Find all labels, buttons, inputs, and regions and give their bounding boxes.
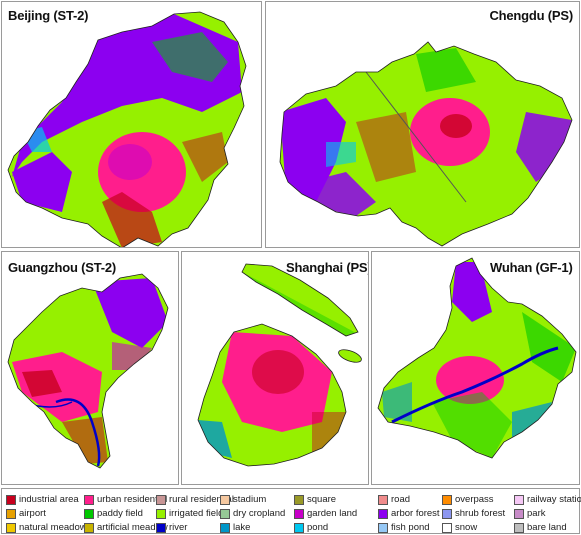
legend-label: road (391, 494, 411, 505)
legend-label: park (527, 508, 546, 519)
legend-label: irrigated field (169, 508, 224, 519)
legend-swatch (156, 494, 166, 505)
legend: industrial area urban residential rural re… (1, 488, 581, 535)
legend-label: pond (307, 522, 329, 533)
legend-swatch (294, 522, 304, 533)
panel-title: Guangzhou (ST-2) (8, 260, 117, 275)
panel-title: Chengdu (PS) (489, 8, 573, 23)
legend-swatch (378, 508, 388, 519)
legend-item: pond (294, 520, 328, 535)
legend-label: snow (455, 522, 478, 533)
legend-label: rural residential (169, 494, 234, 505)
legend-label: artificial meadow (97, 522, 168, 533)
map-shanghai (197, 263, 364, 467)
legend-item: shrub forest (442, 506, 505, 521)
legend-item: natural meadow (6, 520, 87, 535)
legend-swatch (442, 508, 452, 519)
legend-item: road (378, 492, 410, 507)
legend-label: dry cropland (233, 508, 286, 519)
legend-label: industrial area (19, 494, 79, 505)
legend-swatch (84, 494, 94, 505)
panel-chengdu: Chengdu (PS) (265, 1, 580, 248)
legend-swatch (6, 522, 16, 533)
legend-label: overpass (455, 494, 494, 505)
legend-item: industrial area (6, 492, 79, 507)
legend-label: square (307, 494, 337, 505)
map-chengdu (279, 41, 573, 247)
panel-guangzhou: Guangzhou (ST-2) (1, 251, 179, 485)
legend-swatch (514, 494, 524, 505)
legend-item: bare land (514, 520, 567, 535)
legend-item: overpass (442, 492, 494, 507)
legend-item: dry cropland (220, 506, 285, 521)
legend-item: urban residential (84, 492, 167, 507)
legend-item: stadium (220, 492, 266, 507)
legend-swatch (84, 508, 94, 519)
panel-wuhan: Wuhan (GF-1) (371, 251, 580, 485)
legend-swatch (6, 494, 16, 505)
legend-label: fish pond (391, 522, 430, 533)
legend-label: paddy field (97, 508, 143, 519)
legend-label: airport (19, 508, 46, 519)
legend-label: railway station (527, 494, 581, 505)
legend-label: garden land (307, 508, 358, 519)
legend-item: arbor forest (378, 506, 440, 521)
legend-swatch (514, 508, 524, 519)
legend-swatch (156, 508, 166, 519)
legend-item: irrigated field (156, 506, 223, 521)
legend-label: stadium (233, 494, 267, 505)
legend-swatch (6, 508, 16, 519)
legend-item: square (294, 492, 336, 507)
legend-item: airport (6, 506, 46, 521)
map-wuhan (377, 257, 577, 459)
legend-swatch (220, 508, 230, 519)
legend-item: snow (442, 520, 477, 535)
legend-item: artificial meadow (84, 520, 168, 535)
legend-item: lake (220, 520, 250, 535)
panel-beijing: Beijing (ST-2) (1, 1, 262, 248)
legend-label: arbor forest (391, 508, 440, 519)
legend-label: bare land (527, 522, 567, 533)
legend-label: natural meadow (19, 522, 87, 533)
map-guangzhou (7, 273, 169, 469)
legend-item: railway station (514, 492, 581, 507)
map-beijing (7, 11, 247, 247)
panel-shanghai: Shanghai (PS) (181, 251, 369, 485)
legend-item: garden land (294, 506, 357, 521)
legend-item: fish pond (378, 520, 430, 535)
legend-swatch (84, 522, 94, 533)
legend-swatch (220, 522, 230, 533)
legend-swatch (442, 494, 452, 505)
panel-title: Beijing (ST-2) (8, 8, 89, 23)
legend-label: shrub forest (455, 508, 506, 519)
legend-swatch (442, 522, 452, 533)
panel-title: Wuhan (GF-1) (490, 260, 573, 275)
legend-swatch (514, 522, 524, 533)
legend-item: paddy field (84, 506, 143, 521)
legend-swatch (294, 494, 304, 505)
legend-swatch (378, 522, 388, 533)
legend-swatch (378, 494, 388, 505)
legend-label: urban residential (97, 494, 168, 505)
legend-label: lake (233, 522, 251, 533)
panel-title: Shanghai (PS) (286, 260, 369, 275)
legend-swatch (220, 494, 230, 505)
legend-item: river (156, 520, 187, 535)
legend-swatch (294, 508, 304, 519)
legend-item: park (514, 506, 545, 521)
legend-label: river (169, 522, 188, 533)
legend-item: rural residential (156, 492, 234, 507)
legend-swatch (156, 522, 166, 533)
